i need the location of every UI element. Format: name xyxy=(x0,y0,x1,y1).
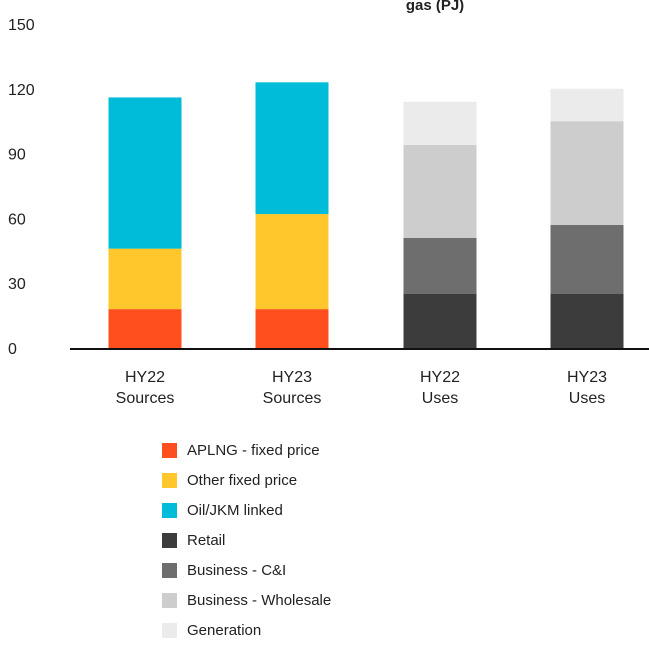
bar-segment xyxy=(550,121,624,225)
bar-segment xyxy=(403,237,477,294)
y-tick-label: 150 xyxy=(8,17,35,34)
legend-item: Other fixed price xyxy=(162,465,331,495)
bar-segment xyxy=(255,214,329,310)
legend: APLNG - fixed price Other fixed price Oil/… xyxy=(162,435,331,645)
x-tick-label: HY23 xyxy=(272,369,312,386)
legend-item: Business - C&I xyxy=(162,555,331,585)
x-tick-label: Sources xyxy=(116,390,175,407)
y-tick-label: 120 xyxy=(8,82,35,99)
x-tick-label: Uses xyxy=(569,390,605,407)
legend-item: Generation xyxy=(162,615,331,645)
x-tick-label: Uses xyxy=(422,390,458,407)
legend-swatch xyxy=(162,592,177,608)
y-tick-label: 0 xyxy=(8,341,17,358)
legend-label: Other fixed price xyxy=(187,471,298,489)
bar-segment xyxy=(403,294,477,348)
legend-item: Business - Wholesale xyxy=(162,585,331,615)
legend-item: Oil/JKM linked xyxy=(162,495,331,525)
bar-segment xyxy=(550,88,624,122)
x-tick-label: HY22 xyxy=(125,369,165,386)
legend-label: Generation xyxy=(187,621,262,639)
x-tick-label: HY22 xyxy=(420,369,460,386)
legend-swatch xyxy=(162,502,177,518)
legend-label: Business - Wholesale xyxy=(187,591,332,609)
legend-label: APLNG - fixed price xyxy=(187,441,320,459)
bars xyxy=(108,82,624,348)
bar-segment xyxy=(403,101,477,145)
legend-swatch xyxy=(162,472,177,488)
y-tick-label: 90 xyxy=(8,147,26,164)
x-axis: HY22 Sources HY23 Sources HY22 Uses HY23 Uses xyxy=(116,369,607,407)
chart-title: gas (PJ) xyxy=(406,0,464,14)
legend-item: APLNG - fixed price xyxy=(162,435,331,465)
y-tick-label: 30 xyxy=(8,276,26,293)
bar-segment xyxy=(550,224,624,294)
bar-segment xyxy=(108,248,182,310)
y-axis: 0 30 60 90 120 150 xyxy=(8,17,35,358)
legend-swatch xyxy=(162,442,177,458)
legend-swatch xyxy=(162,622,177,638)
bar-segment xyxy=(108,309,182,348)
bar-segment xyxy=(255,309,329,348)
legend-label: Oil/JKM linked xyxy=(187,501,283,519)
legend-label: Retail xyxy=(187,531,226,549)
legend-item: Retail xyxy=(162,525,331,555)
legend-label: Business - C&I xyxy=(187,561,287,579)
legend-swatch xyxy=(162,532,177,548)
y-tick-label: 60 xyxy=(8,211,26,228)
bar-segment xyxy=(403,144,477,238)
bar-segment xyxy=(108,97,182,249)
x-tick-label: Sources xyxy=(263,390,322,407)
bar-segment xyxy=(550,294,624,348)
x-tick-label: HY23 xyxy=(567,369,607,386)
bar-segment xyxy=(255,82,329,215)
legend-swatch xyxy=(162,562,177,578)
